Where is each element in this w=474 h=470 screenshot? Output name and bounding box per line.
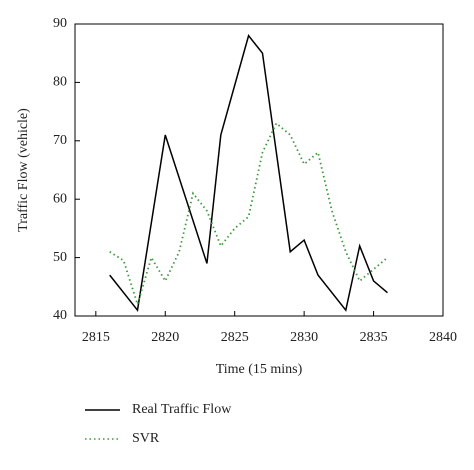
legend-label: SVR: [132, 431, 160, 446]
y-tick-label: 50: [53, 250, 67, 265]
y-tick-label: 80: [53, 75, 67, 90]
y-tick-label: 40: [53, 308, 67, 323]
legend-label: Real Traffic Flow: [132, 402, 232, 417]
series-line: [109, 121, 389, 308]
y-tick-label: 90: [53, 16, 67, 31]
x-tick-label: 2830: [290, 330, 318, 345]
y-axis-label: Traffic Flow (vehicle): [16, 108, 31, 232]
y-tick-label: 60: [53, 191, 67, 206]
x-tick-label: 2825: [221, 330, 249, 345]
x-axis-label: Time (15 mins): [216, 362, 303, 377]
x-tick-label: 2820: [151, 330, 179, 345]
x-tick-label: 2835: [360, 330, 388, 345]
plot-frame: [74, 23, 444, 317]
x-tick-label: 2840: [429, 330, 457, 345]
series-line: [109, 34, 388, 312]
x-tick-label: 2815: [82, 330, 110, 345]
y-tick-label: 70: [53, 133, 67, 148]
